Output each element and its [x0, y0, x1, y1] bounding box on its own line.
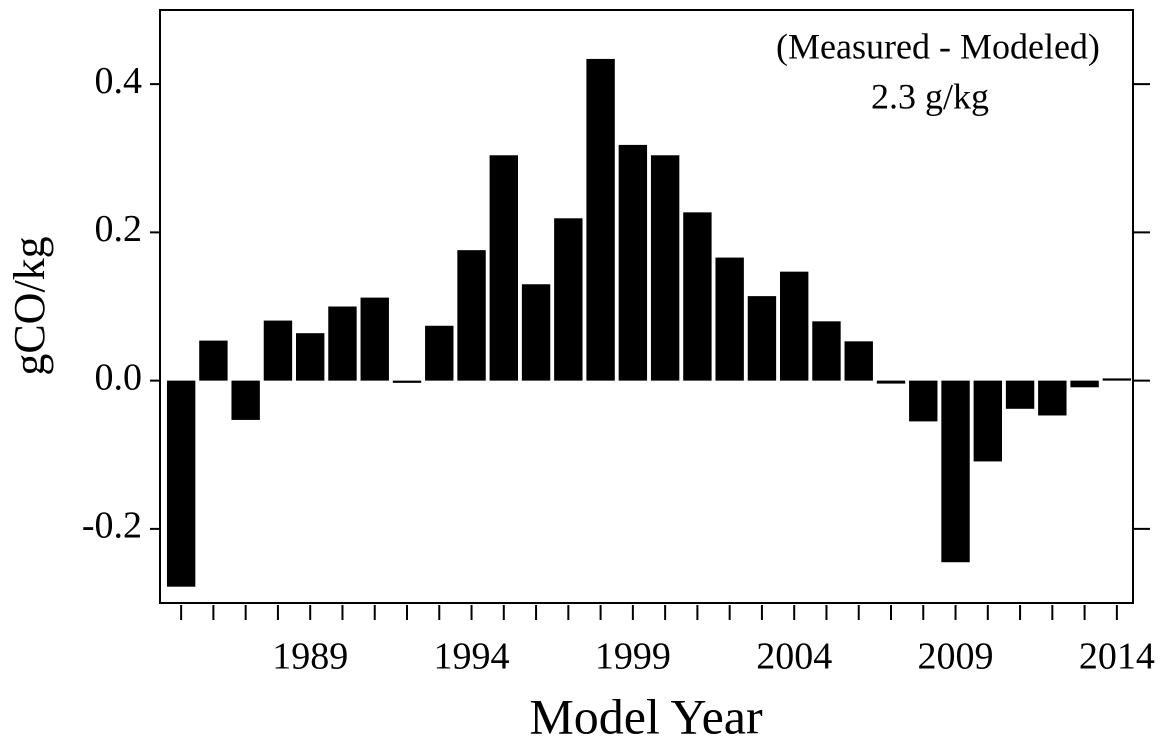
annotation: (Measured - Modeled): [776, 26, 1100, 66]
bar: [231, 380, 260, 420]
y-tick-label: 0.4: [95, 60, 143, 102]
bar: [489, 155, 518, 381]
y-tick-label: 0.2: [95, 208, 143, 250]
x-tick-label: 1989: [272, 636, 348, 678]
bar: [1070, 380, 1099, 388]
bar: [360, 297, 389, 381]
bar: [715, 257, 744, 381]
bar: [780, 271, 809, 381]
bar: [166, 380, 196, 587]
x-tick-label: 2014: [1079, 636, 1155, 678]
bar: [844, 341, 873, 381]
bar: [1038, 380, 1067, 416]
x-tick-label: 1999: [595, 636, 671, 678]
y-tick-label: 0.0: [95, 356, 143, 398]
x-tick-label: 2009: [918, 636, 994, 678]
bar: [425, 325, 454, 381]
bar: [521, 284, 551, 381]
bar: [909, 380, 938, 422]
bar: [618, 144, 648, 381]
bar: [650, 155, 680, 381]
bar: [457, 250, 486, 381]
x-tick-label: 2004: [756, 636, 832, 678]
bar: [296, 333, 325, 381]
x-axis-title: Model Year: [529, 688, 763, 744]
bar: [812, 321, 841, 381]
bar: [1102, 378, 1132, 381]
bar: [328, 306, 357, 381]
bar: [554, 218, 583, 381]
plot-frame: [159, 9, 1134, 604]
bar: [747, 296, 777, 381]
x-tick-label: 1994: [434, 636, 510, 678]
bar: [683, 212, 712, 381]
bar: [1005, 380, 1035, 409]
bar: [941, 380, 970, 563]
bar: [199, 340, 228, 381]
bar: [876, 380, 906, 384]
annotation: 2.3 g/kg: [871, 76, 989, 116]
y-axis-title: gCO/kg: [5, 236, 54, 375]
bar: [263, 320, 293, 381]
bar: [392, 380, 422, 383]
y-tick-label: -0.2: [82, 505, 142, 547]
bar: [586, 58, 615, 381]
bar: [973, 380, 1002, 462]
